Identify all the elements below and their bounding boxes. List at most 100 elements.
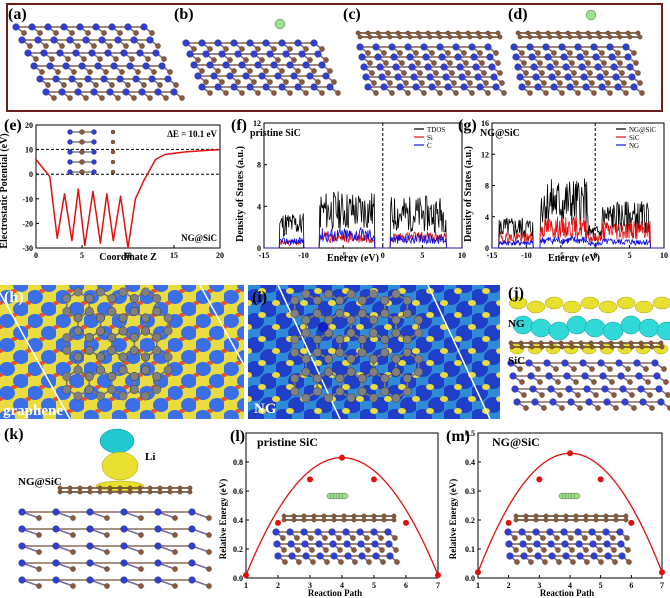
graphene-c-atom (555, 30, 561, 36)
si-atom (164, 75, 172, 83)
c-atom (155, 43, 161, 49)
si-atom (637, 385, 645, 393)
x-tick-label: 5 (80, 251, 84, 260)
panel-label-b: (b) (174, 6, 194, 23)
si-atom (547, 540, 555, 548)
graphene-c-atom (635, 30, 641, 36)
c-atom (319, 90, 325, 96)
c-atom (161, 56, 167, 62)
si-atom (136, 49, 144, 57)
c-atom (323, 547, 329, 553)
barrier-point (403, 519, 409, 526)
c-atom (609, 379, 615, 385)
barrier-point (475, 569, 481, 576)
si-atom (486, 53, 494, 61)
si-atom (406, 53, 414, 61)
c-atom (279, 68, 285, 74)
c-atom (336, 535, 342, 541)
graphene-c-atom (613, 517, 619, 523)
si-atom (422, 53, 430, 61)
si-atom (329, 540, 337, 548)
k-structure (18, 428, 212, 589)
si-atom (18, 559, 26, 567)
c-atom (437, 90, 443, 96)
charge-lobe (526, 300, 546, 314)
c-atom (147, 95, 153, 101)
c-atom (643, 366, 649, 372)
f-ylabel: Density of States (a.u.) (235, 146, 246, 242)
lattice-c-atom (118, 365, 128, 375)
si-atom (302, 61, 310, 69)
si-atom (628, 73, 636, 81)
c-atom (199, 68, 205, 74)
graphene-c-atom (57, 489, 63, 495)
l-plot-area: 1 2 3 4 5 6 7 0.0 0.2 0.4 0.6 0.8 (233, 432, 441, 590)
lattice-c-atom (301, 393, 311, 403)
graphene-c-atom (291, 517, 297, 523)
si-atom (124, 23, 132, 31)
c-atom (537, 379, 543, 385)
c-atom (397, 50, 403, 56)
si-atom (202, 50, 210, 58)
c-atom (525, 80, 531, 86)
lattice-c-atom (402, 296, 412, 305)
si-atom (114, 36, 122, 44)
c-atom (33, 56, 39, 62)
si-atom (374, 53, 382, 61)
c-atom (555, 379, 561, 385)
panel-label-c: (c) (343, 6, 361, 23)
si-atom (18, 542, 26, 550)
lattice-c-atom (152, 333, 162, 342)
graphene-c-atom (565, 30, 571, 36)
e-ylabel: Electrostatic Potential (eV) (0, 133, 10, 248)
ng-dos-curve (492, 235, 664, 249)
si-atom (580, 73, 588, 81)
charge-lobe (634, 300, 654, 314)
lattice-c-atom (391, 367, 401, 377)
c-atom (663, 379, 669, 385)
c-atom (467, 80, 473, 86)
c-atom (70, 583, 76, 589)
graphene-c-atom (407, 34, 413, 40)
c-atom (351, 547, 357, 553)
c-atom (27, 43, 33, 49)
si-atom (286, 61, 294, 69)
si-atom (596, 73, 604, 81)
si-atom (273, 540, 281, 548)
c-atom (469, 90, 475, 96)
x-tick-label: 4 (340, 581, 344, 590)
si-atom (302, 552, 310, 560)
si-atom (460, 83, 468, 91)
x-tick-label: 0 (593, 251, 597, 260)
c-atom (527, 90, 533, 96)
si-atom (372, 43, 380, 51)
si-atom (214, 83, 222, 91)
si-atom (408, 63, 416, 71)
lattice-c-atom (73, 352, 83, 362)
graphene-c-atom (585, 30, 591, 36)
lattice-c-atom (402, 387, 412, 396)
c-atom (83, 95, 89, 101)
c-atom (541, 80, 547, 86)
lattice-c-atom (357, 374, 367, 383)
x-tick-label: 3 (537, 581, 541, 590)
si-atom (529, 385, 537, 393)
c-atom (613, 405, 619, 411)
graphene-c-atom (495, 30, 501, 36)
c-atom (539, 392, 545, 398)
c-atom (512, 535, 518, 541)
si-atom (380, 83, 388, 91)
x-tick-label: -10 (521, 251, 532, 260)
si-atom (230, 39, 238, 47)
lattice-c-atom (414, 354, 423, 364)
y-tick-label: 16 (481, 119, 489, 128)
graphene-c-atom (529, 344, 535, 350)
inset-atom (91, 139, 97, 145)
graphene-c-atom (518, 340, 524, 346)
c-atom (119, 69, 125, 75)
si-atom (548, 73, 556, 81)
panel-label-h: (h) (4, 289, 24, 306)
si-atom (468, 43, 476, 51)
si-atom (384, 528, 392, 536)
graphene-c-atom (355, 30, 361, 36)
